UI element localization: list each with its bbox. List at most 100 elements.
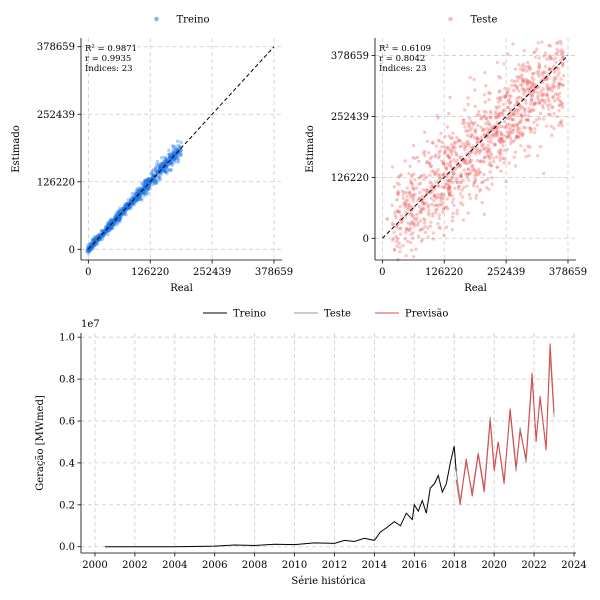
- scatter-point: [146, 181, 150, 185]
- scatter-point: [156, 163, 161, 167]
- scatter-point: [144, 188, 148, 193]
- scatter-point: [119, 209, 123, 214]
- scatter-point: [90, 237, 95, 241]
- scatter-point: [482, 93, 487, 97]
- scatter-point: [86, 248, 91, 252]
- scatter-point: [518, 74, 522, 79]
- scatter-point: [90, 245, 95, 249]
- scatter-point: [432, 193, 437, 197]
- scatter-point: [548, 87, 552, 91]
- scatter-point: [395, 240, 399, 244]
- scatter-point: [471, 167, 475, 171]
- scatter-point: [483, 132, 487, 137]
- legend-label: Teste: [324, 309, 351, 320]
- scatter-point: [484, 116, 488, 121]
- scatter-point: [446, 207, 450, 211]
- scatter-point: [142, 191, 146, 195]
- scatter-point: [467, 142, 471, 146]
- scatter-point: [557, 103, 561, 107]
- scatter-point: [108, 228, 112, 233]
- scatter-point: [557, 70, 561, 75]
- scatter-point: [552, 80, 556, 84]
- scatter-point: [157, 166, 162, 171]
- scatter-point: [455, 158, 459, 163]
- scatter-point: [478, 170, 483, 175]
- x-tick-label: 252439: [487, 267, 525, 278]
- scatter-point: [498, 98, 503, 103]
- scatter-point: [157, 166, 162, 170]
- scatter-point: [428, 224, 433, 228]
- scatter-point: [436, 221, 440, 226]
- scatter-point: [436, 116, 440, 120]
- scatter-point: [488, 160, 492, 165]
- scatter-point: [468, 116, 472, 121]
- scatter-point: [515, 107, 519, 112]
- scatter-point: [445, 182, 449, 187]
- scatter-point: [448, 156, 452, 160]
- scatter-point: [452, 149, 457, 153]
- scatter-point: [418, 228, 422, 232]
- scatter-point: [429, 164, 434, 168]
- x-tick-label: 378659: [255, 267, 293, 278]
- scatter-point: [529, 83, 534, 88]
- scatter-point: [483, 70, 487, 75]
- scatter-point: [521, 79, 526, 84]
- scatter-point: [126, 206, 130, 211]
- scatter-point: [424, 175, 429, 179]
- scatter-point: [535, 90, 540, 95]
- scatter-point: [476, 137, 481, 141]
- scatter-point: [158, 164, 162, 168]
- scatter-point: [86, 243, 90, 247]
- scatter-point: [400, 219, 405, 223]
- scatter-point: [548, 66, 552, 71]
- scatter-point: [109, 219, 113, 223]
- scatter-point: [428, 173, 432, 177]
- scatter-point: [418, 210, 422, 214]
- scatter-points: [385, 39, 566, 262]
- scatter-point: [135, 197, 139, 202]
- scatter-point: [392, 230, 396, 235]
- scatter-point: [403, 203, 408, 207]
- scatter-point: [467, 172, 471, 176]
- scatter-point: [459, 144, 463, 148]
- scatter-point: [93, 238, 98, 243]
- scatter-point: [106, 222, 110, 226]
- scatter-point: [458, 164, 462, 168]
- scatter-point: [511, 124, 516, 128]
- scatter-point: [90, 246, 94, 251]
- scatter-point: [159, 164, 163, 168]
- scatter-point: [448, 161, 453, 165]
- scatter-point: [469, 158, 473, 162]
- scatter-point: [107, 221, 111, 226]
- scatter-point: [498, 155, 502, 160]
- scatter-point: [482, 155, 487, 160]
- scatter-point: [126, 205, 131, 210]
- scatter-point: [395, 181, 400, 185]
- scatter-point: [509, 139, 514, 143]
- scatter-point: [455, 180, 459, 184]
- scatter-point: [479, 125, 483, 129]
- scatter-point: [552, 70, 557, 74]
- scatter-point: [138, 188, 142, 192]
- scatter-point: [137, 197, 141, 202]
- scatter-point: [169, 162, 174, 166]
- scatter-point: [414, 218, 418, 222]
- scatter-point: [449, 149, 453, 154]
- scatter-point: [138, 189, 142, 194]
- scatter-point: [423, 218, 427, 222]
- scatter-point: [409, 248, 414, 252]
- scatter-point: [427, 161, 432, 166]
- scatter-point: [173, 153, 178, 158]
- scatter-point: [489, 140, 493, 145]
- scatter-point: [505, 147, 510, 152]
- scatter-point: [87, 246, 91, 250]
- y-tick-label: 126220: [331, 173, 369, 184]
- scatter-point: [520, 78, 525, 82]
- scatter-point: [89, 243, 93, 247]
- scatter-point: [486, 154, 490, 159]
- scatter-point: [441, 161, 446, 166]
- scatter-point: [484, 122, 488, 126]
- scatter-point: [471, 122, 475, 127]
- scatter-point: [553, 84, 558, 89]
- scatter-point: [160, 168, 164, 172]
